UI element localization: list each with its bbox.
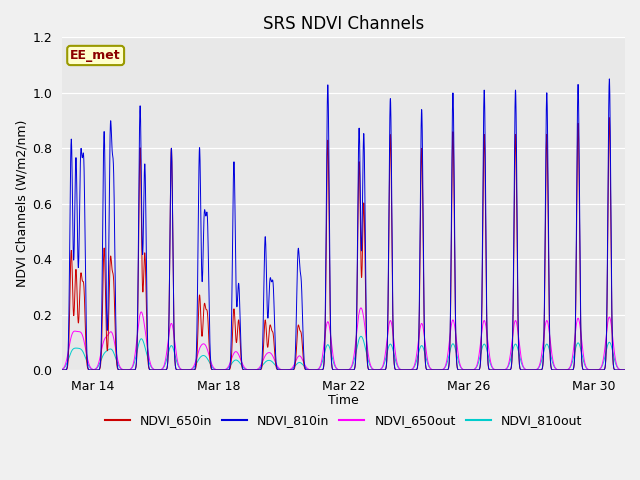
X-axis label: Time: Time: [328, 394, 359, 407]
Y-axis label: NDVI Channels (W/m2/nm): NDVI Channels (W/m2/nm): [15, 120, 28, 288]
Text: EE_met: EE_met: [70, 49, 121, 62]
Title: SRS NDVI Channels: SRS NDVI Channels: [263, 15, 424, 33]
Legend: NDVI_650in, NDVI_810in, NDVI_650out, NDVI_810out: NDVI_650in, NDVI_810in, NDVI_650out, NDV…: [100, 409, 587, 432]
